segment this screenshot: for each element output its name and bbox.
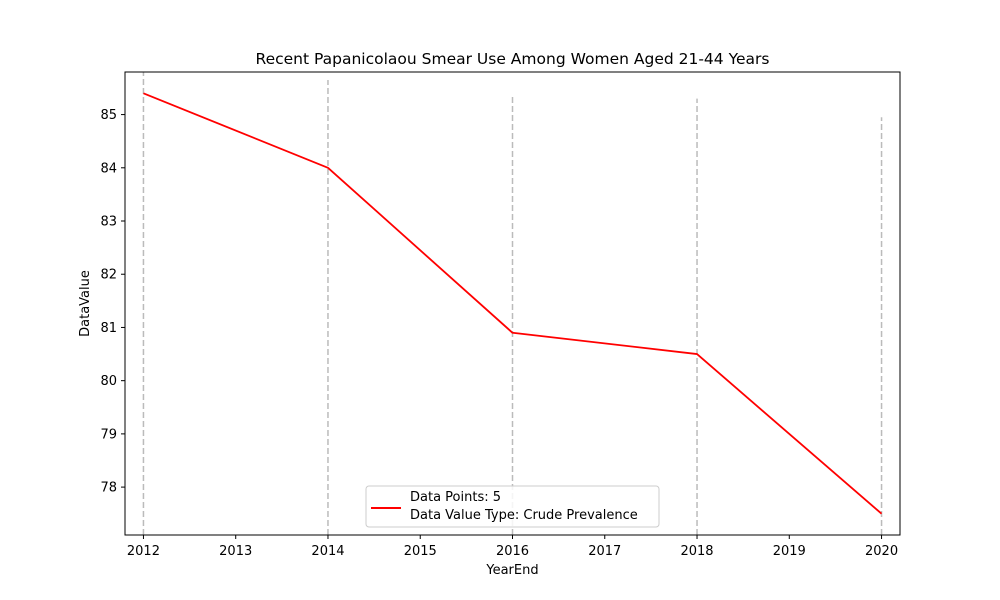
y-tick-label: 78	[100, 481, 117, 496]
legend-box	[365, 485, 660, 528]
chart-title: Recent Papanicolaou Smear Use Among Wome…	[256, 50, 770, 68]
y-tick-label: 82	[100, 268, 117, 283]
x-tick-label: 2015	[404, 544, 437, 559]
x-tick-label: 2017	[588, 544, 621, 559]
y-tick-label: 85	[100, 108, 117, 123]
x-tick-label: 2020	[865, 544, 898, 559]
y-tick-label: 84	[100, 161, 117, 176]
y-tick-label: 79	[100, 427, 117, 442]
legend-entry-value-type: Data Value Type: Crude Prevalence	[410, 508, 638, 523]
y-axis: 78 79 80 81 82 83 84 85	[100, 108, 125, 496]
y-axis-label: DataValue	[78, 270, 93, 337]
x-tick-label: 2018	[680, 544, 713, 559]
y-tick-label: 81	[100, 321, 117, 336]
plot-area	[142, 72, 883, 535]
legend: Data Points: 5 Data Value Type: Crude Pr…	[365, 485, 660, 528]
x-tick-label: 2014	[311, 544, 344, 559]
x-axis: 2012 2013 2014 2015 2016 2017 2018 2019 2020	[127, 535, 898, 559]
x-axis-label: YearEnd	[485, 563, 538, 578]
x-tick-label: 2013	[219, 544, 252, 559]
series-line	[143, 92, 883, 515]
y-tick-label: 83	[100, 215, 117, 230]
legend-entry-series: Data Points: 5	[410, 490, 501, 505]
x-tick-label: 2019	[773, 544, 806, 559]
y-tick-label: 80	[100, 374, 117, 389]
x-tick-label: 2016	[496, 544, 529, 559]
x-tick-label: 2012	[127, 544, 160, 559]
